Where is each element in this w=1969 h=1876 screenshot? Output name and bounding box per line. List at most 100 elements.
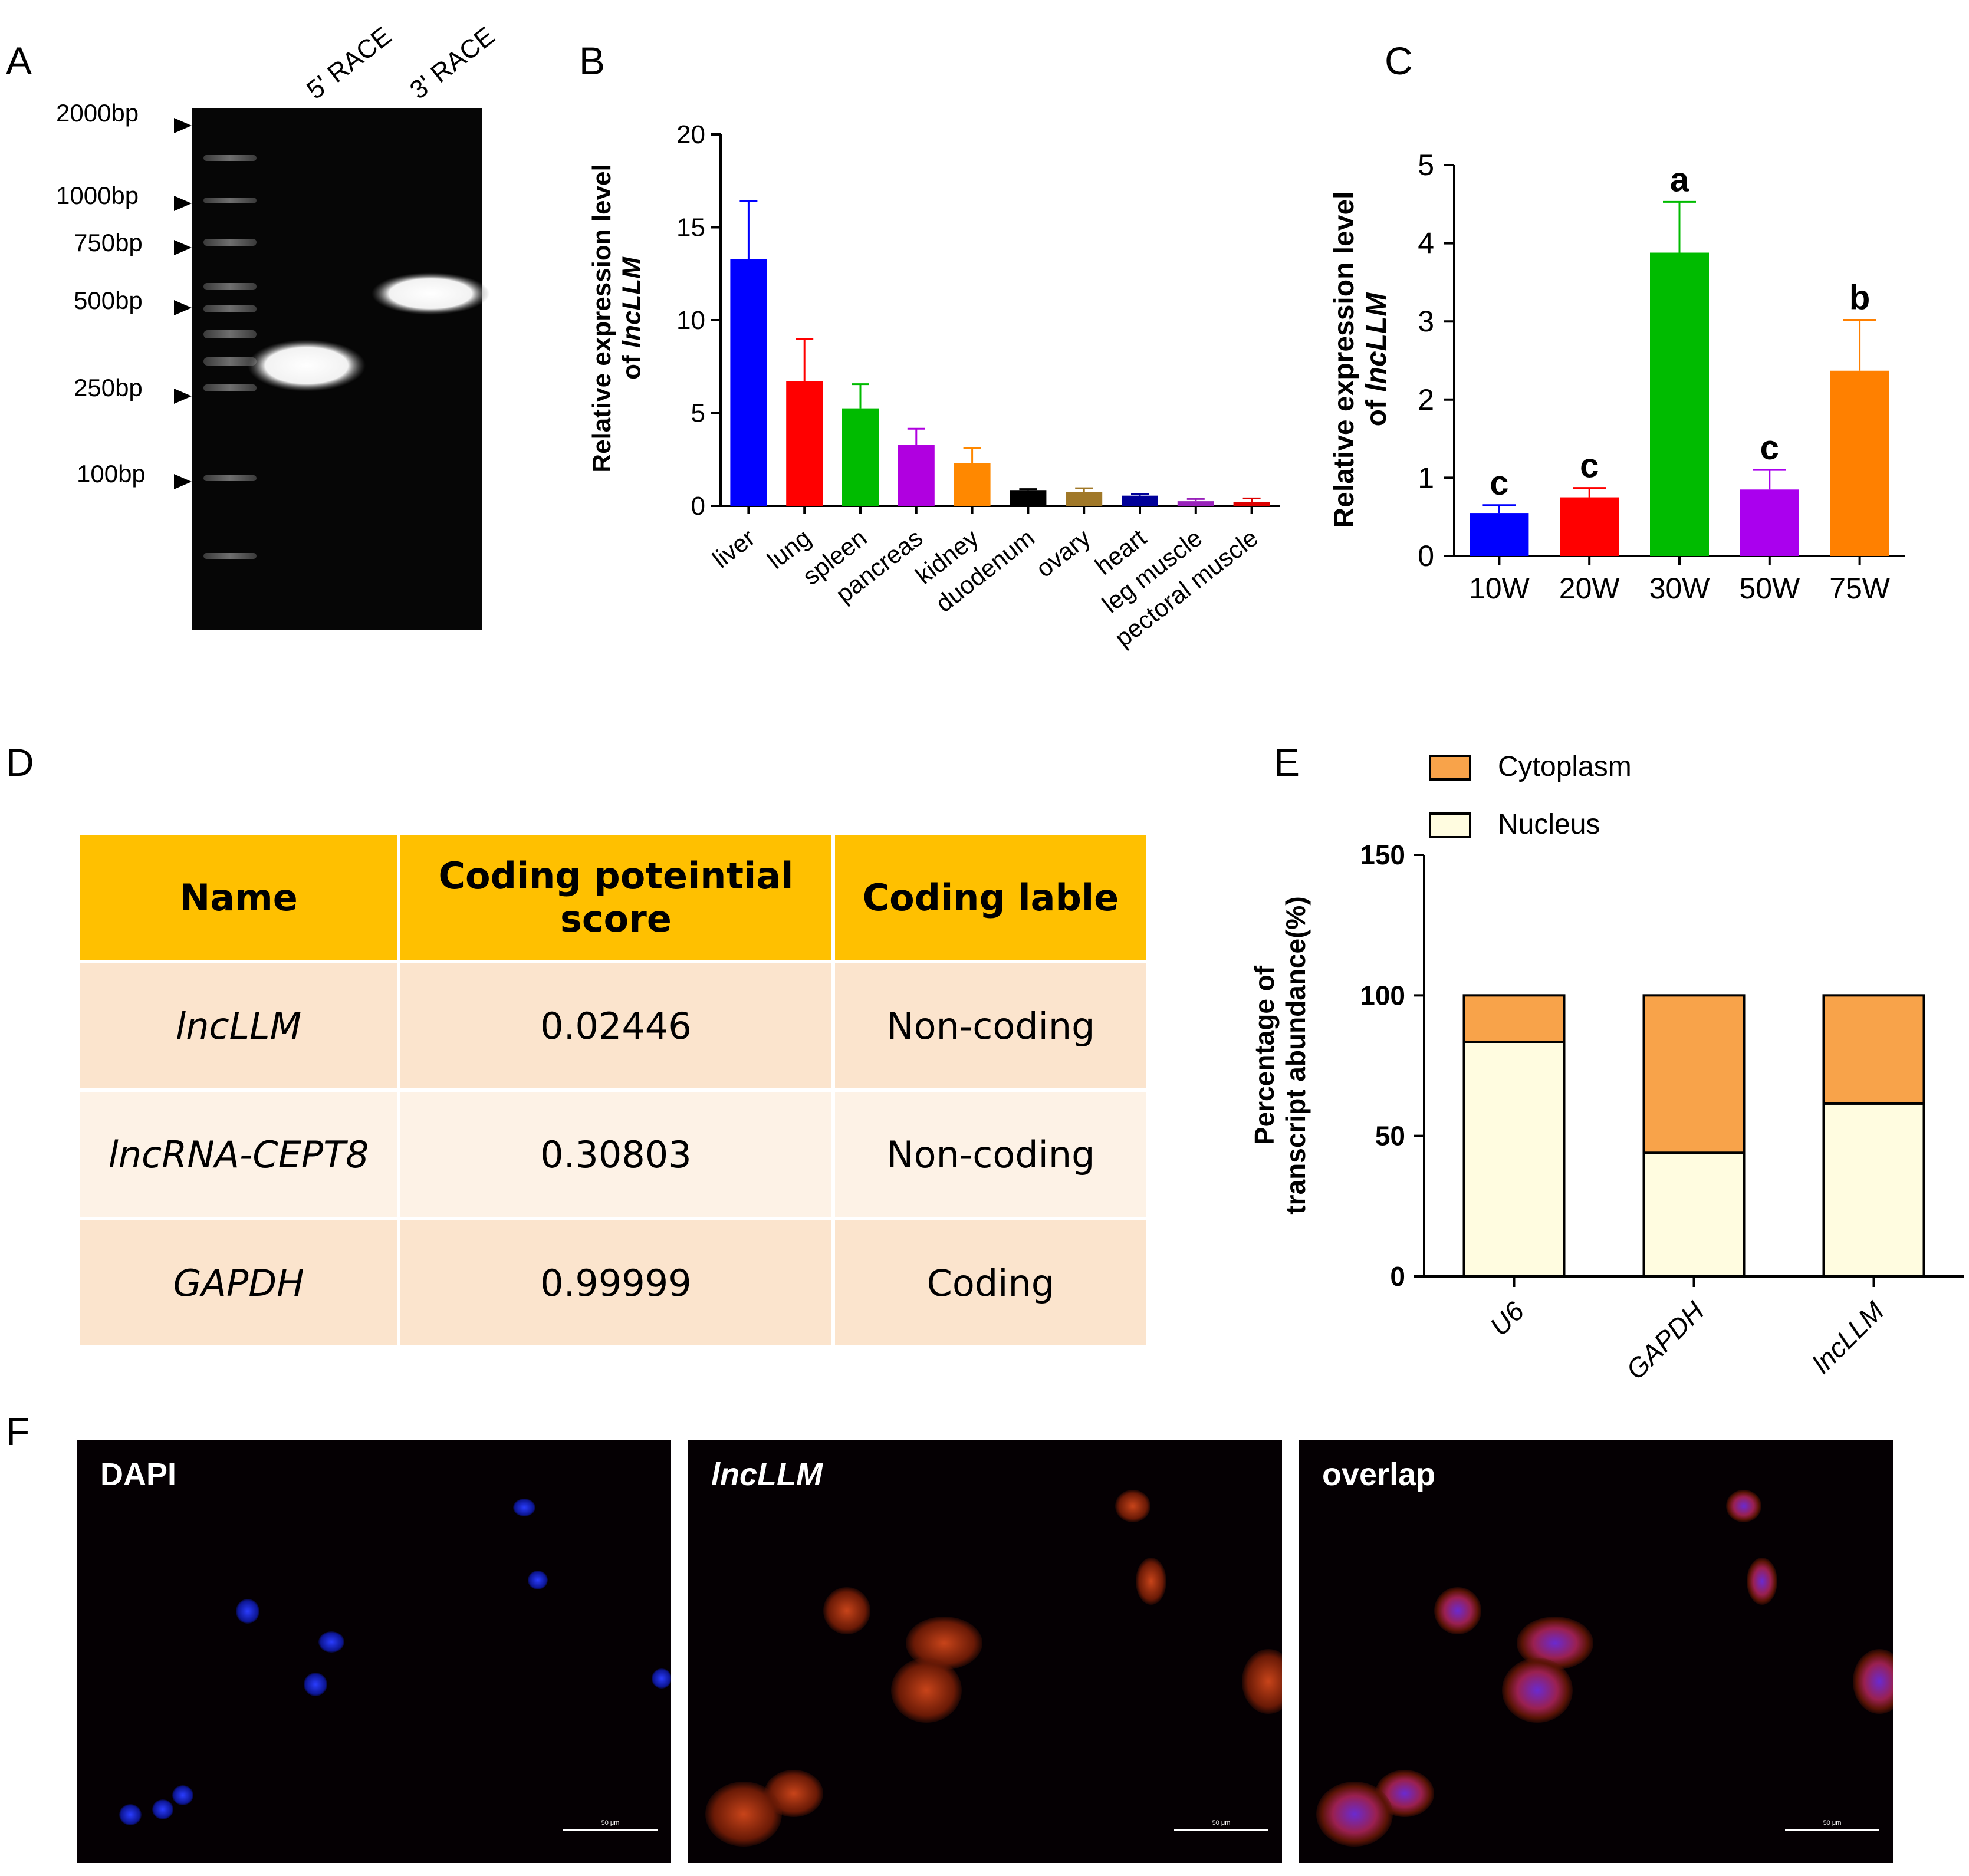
cell <box>1136 1558 1166 1605</box>
lane-label-3-race: 3' RACE <box>405 21 500 105</box>
legend-label: Cytoplasm <box>1498 751 1632 782</box>
bar-segment <box>1462 1040 1566 1278</box>
scale-bar <box>1785 1829 1879 1831</box>
x-tick-label: lncLLM <box>1806 1295 1890 1379</box>
bar-segment <box>1822 994 1925 1105</box>
table-header-row: Name Coding poteintial score Coding labl… <box>80 835 1146 960</box>
y-axis-label-line2: transcript abundance(%) <box>1280 896 1311 1214</box>
y-axis-label-line2: of lncLLM <box>617 256 646 380</box>
nucleus <box>513 1499 535 1516</box>
scale-bar-label: 50 μm <box>601 1819 620 1826</box>
y-tick-label: 5 <box>691 399 705 428</box>
significance-letter: a <box>1670 160 1689 199</box>
bar-segment <box>1462 994 1566 1043</box>
bar <box>1830 370 1889 556</box>
x-tick-label: liver <box>707 524 760 573</box>
cell <box>1434 1587 1481 1634</box>
row-name: lncLLM <box>80 963 397 1088</box>
y-axis-label-line1: Percentage of <box>1249 965 1280 1145</box>
ladder <box>203 155 257 559</box>
y-axis-label: Relative expression levelof lncLLM <box>587 164 646 472</box>
y-tick-label: 20 <box>676 120 705 149</box>
bar <box>954 463 991 506</box>
y-tick-label: 1 <box>1418 461 1434 494</box>
table-row: lncRNA-CEPT8 0.30803 Non-coding <box>80 1092 1146 1217</box>
scale-bar-label: 50 μm <box>1212 1819 1231 1826</box>
y-tick-label: 2 <box>1418 383 1434 416</box>
legend-label: Nucleus <box>1498 809 1600 840</box>
nucleus <box>152 1799 173 1819</box>
header-score-line2: score <box>560 897 672 940</box>
bar <box>842 408 879 506</box>
microscopy-dapi: DAPI 50 μm <box>77 1440 671 1863</box>
arrow-250bp <box>155 389 192 404</box>
scale-bar <box>563 1829 658 1831</box>
microscopy-overlap: overlap 50 μm <box>1299 1440 1893 1863</box>
cell <box>1747 1558 1777 1605</box>
panel-label-e: E <box>1274 740 1300 784</box>
microscopy-label-dapi: DAPI <box>100 1457 177 1492</box>
y-tick-label: 100 <box>1360 980 1405 1011</box>
x-tick-label: ovary <box>1031 524 1096 582</box>
cell <box>1242 1649 1282 1714</box>
x-tick-label: GAPDH <box>1620 1295 1710 1385</box>
header-score-line1: Coding poteintial <box>438 854 794 897</box>
y-tick-label: 0 <box>1390 1261 1405 1292</box>
table-row: GAPDH 0.99999 Coding <box>80 1220 1146 1345</box>
table-row: lncLLM 0.02446 Non-coding <box>80 963 1146 1088</box>
x-tick-label: 50W <box>1739 572 1800 605</box>
bar <box>1177 501 1214 506</box>
panel-label-f: F <box>6 1410 30 1453</box>
cell <box>823 1587 870 1634</box>
panel-label-d: D <box>6 740 34 784</box>
y-tick-label: 10 <box>676 306 705 335</box>
header-label: Coding lable <box>834 835 1146 960</box>
cell <box>1316 1782 1393 1847</box>
y-axis-label-line1: Relative expression level <box>1329 192 1360 528</box>
microscopy-lncllm: lncLLM 50 μm <box>688 1440 1282 1863</box>
band-3-race <box>372 272 489 315</box>
y-axis-label-line2: of lncLLM <box>1361 292 1392 427</box>
significance-letter: b <box>1849 279 1870 317</box>
nucleus <box>528 1571 548 1589</box>
nucleus <box>304 1673 327 1696</box>
significance-letter: c <box>1580 447 1599 485</box>
chart-e: 0 50 100 150 U6 GAPDH lncLLM Cytoplasm Nucleus Pe… <box>1249 751 1964 1385</box>
bar-segment <box>1822 1102 1925 1278</box>
arrow-100bp <box>155 474 192 489</box>
cell <box>1502 1658 1573 1723</box>
y-axis-label-line1: Relative expression level <box>587 164 616 472</box>
bar <box>1650 252 1709 557</box>
microscopy-label-overlap: overlap <box>1322 1457 1436 1492</box>
y-axis-label: Relative expression levelof lncLLM <box>1329 192 1392 528</box>
significance-letter: c <box>1490 464 1508 502</box>
x-tick-label: 30W <box>1649 572 1711 605</box>
scale-bar-label: 50 μm <box>1823 1819 1842 1826</box>
arrow-1000bp <box>155 196 192 211</box>
scale-bar <box>1174 1829 1268 1831</box>
cell <box>891 1658 962 1723</box>
x-tick-label: 75W <box>1829 572 1891 605</box>
y-tick-label: 5 <box>1418 149 1434 182</box>
y-axis-label-gene: lncLLM <box>617 256 646 348</box>
marker-2000bp: 2000bp <box>56 99 139 127</box>
panel-label-c: C <box>1385 39 1413 83</box>
bar <box>1066 492 1103 506</box>
cell <box>705 1782 782 1847</box>
lane-label-5-race: 5' RACE <box>301 21 397 105</box>
x-tick-label: 10W <box>1469 572 1530 605</box>
nucleus <box>236 1599 259 1624</box>
figure-canvas: 5' RACE 3' RACE 2000bp 1000bp 750bp 500b… <box>56 21 1964 1385</box>
band-5-race <box>248 340 366 391</box>
bar-segment <box>1642 1151 1746 1278</box>
marker-500bp: 500bp <box>74 287 143 314</box>
microscopy-label-lncllm: lncLLM <box>711 1457 823 1492</box>
bar <box>1233 502 1270 506</box>
bar <box>1010 490 1047 506</box>
row-label: Non-coding <box>834 1092 1146 1217</box>
arrow-500bp <box>155 300 192 315</box>
nucleus <box>172 1785 193 1805</box>
y-axis-label: Percentage oftranscript abundance(%) <box>1249 896 1311 1214</box>
row-label: Non-coding <box>834 963 1146 1088</box>
